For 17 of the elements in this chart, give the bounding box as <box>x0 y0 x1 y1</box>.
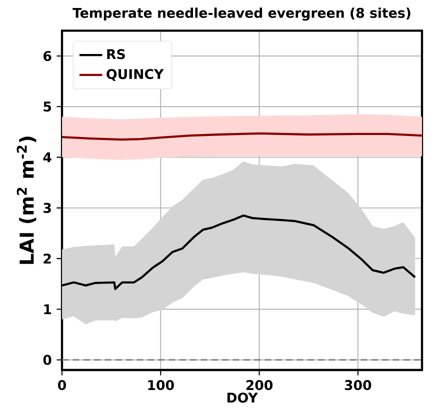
y-tick-label: 1 <box>44 304 52 314</box>
y-tick-label: 2 <box>44 254 51 264</box>
x-tick-label: 100 <box>148 380 174 390</box>
y-axis-title: LAI (m$^{2}$ m$^{-2}$) <box>16 136 36 264</box>
y-tick-label: 3 <box>44 202 51 213</box>
x-tick-label: 0 <box>58 380 66 390</box>
y-tick-label: 6 <box>44 50 52 62</box>
y-tick-label: 4 <box>43 152 52 162</box>
legend-label: QUINCY <box>106 69 164 81</box>
x-axis-title: DOY <box>227 392 258 403</box>
chart-title: Temperate needle-leaved evergreen (8 sites) <box>72 8 410 21</box>
x-tick-label: 300 <box>344 380 372 390</box>
y-tick-label: 5 <box>44 102 52 112</box>
legend-label: RS <box>107 49 125 60</box>
x-tick-label: 200 <box>246 380 273 390</box>
line-series <box>62 132 422 141</box>
y-tick-label: 0 <box>43 354 52 365</box>
